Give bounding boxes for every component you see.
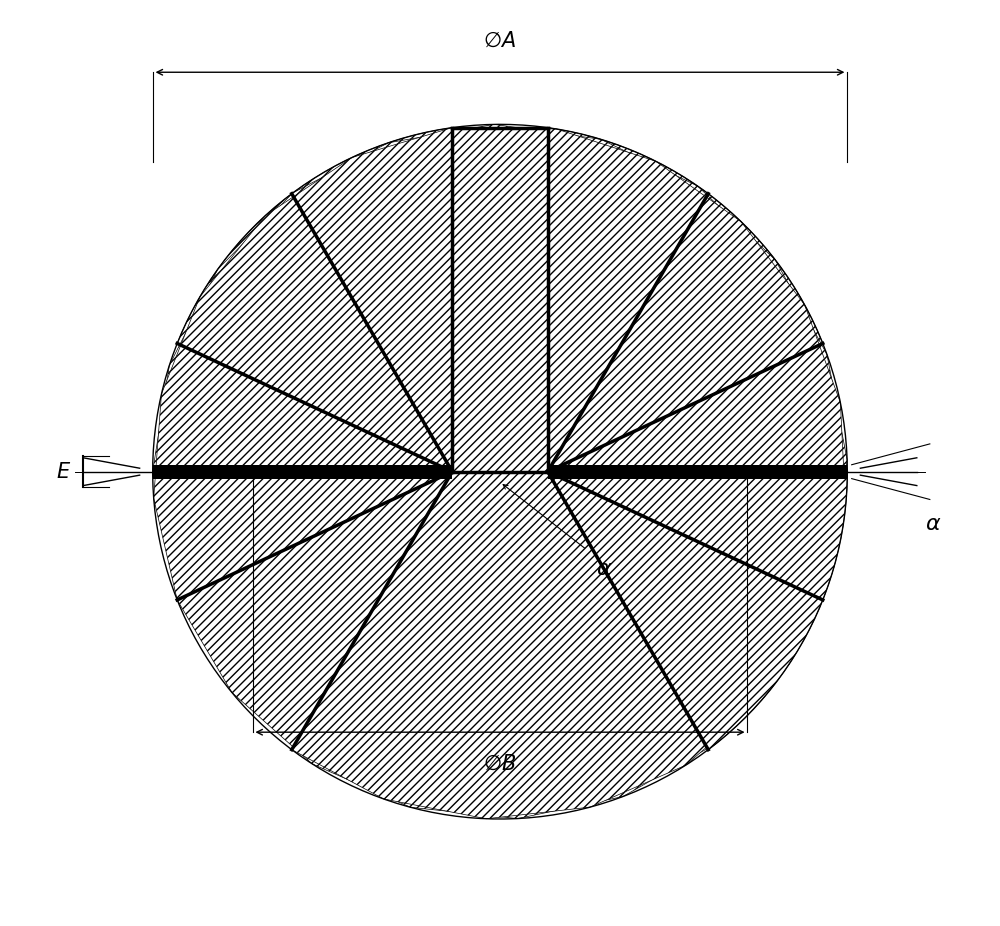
Polygon shape [154,128,846,819]
Polygon shape [292,128,452,471]
Polygon shape [153,465,452,479]
Polygon shape [177,194,452,471]
Polygon shape [548,471,823,750]
Text: E: E [57,462,70,482]
Polygon shape [548,465,847,479]
Polygon shape [153,124,847,819]
Polygon shape [548,471,847,600]
Text: $\alpha$: $\alpha$ [925,514,942,533]
Text: $\varnothing$B: $\varnothing$B [483,754,517,774]
Polygon shape [548,194,823,471]
Text: $\varnothing$A: $\varnothing$A [483,31,517,51]
Text: $\alpha$: $\alpha$ [596,558,612,579]
Polygon shape [548,128,708,471]
Polygon shape [452,128,548,471]
